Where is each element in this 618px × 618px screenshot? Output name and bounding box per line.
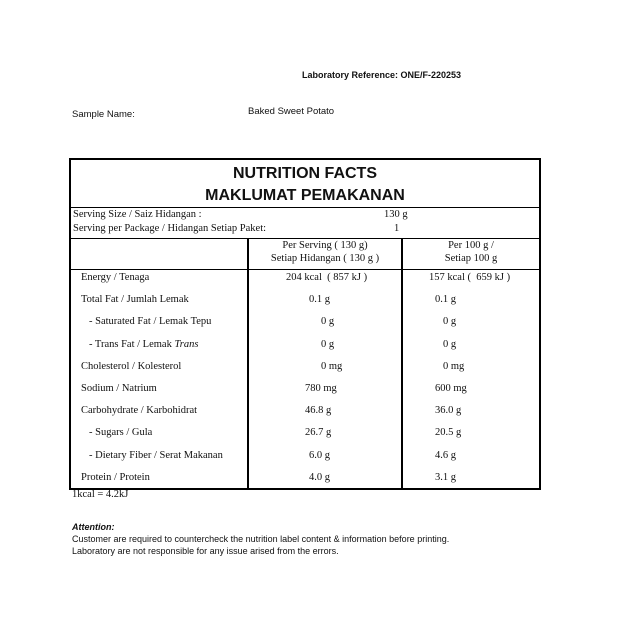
nutrition-table: NUTRITION FACTS MAKLUMAT PEMAKANAN Servi…: [69, 158, 541, 490]
attention-line1: Customer are required to countercheck th…: [72, 534, 450, 544]
per-serving-value: 0.1 g: [309, 294, 330, 306]
per-serving-value: 204 kcal ( 857 kJ ): [286, 272, 368, 283]
per-serving-value: 0 g: [321, 316, 335, 328]
column-divider: [401, 238, 403, 488]
per-100g-value: 0.1 g: [435, 294, 456, 306]
nutrient-name: Energy / Tenaga: [81, 272, 149, 283]
table-row: Cholesterol / Kolesterol 0 mg 0 mg: [71, 361, 539, 383]
title-ms: MAKLUMAT PEMAKANAN: [205, 187, 405, 204]
per-serving-value: 0 g: [321, 338, 335, 350]
per-100g-value: 0 g: [443, 316, 457, 328]
per-100g-value: 157 kcal ( 659 kJ ): [429, 272, 511, 283]
per-serving-value: 26.7 g: [305, 427, 332, 439]
nutrient-name-text: Protein / Protein: [81, 471, 150, 483]
column-headers: Per Serving ( 130 g) Setiap Hidangan ( 1…: [71, 238, 539, 270]
nutrient-name-text: - Dietary Fiber / Serat Makanan: [89, 449, 223, 461]
nutrient-name-text: - Saturated Fat / Lemak Tepu: [89, 316, 212, 328]
table-row: - Sugars / Gula 26.7 g 20.5 g: [71, 427, 539, 449]
serving-pkg: 1: [394, 223, 400, 234]
nutrient-name: Carbohydrate / Karbohidrat: [81, 405, 197, 416]
nutrient-name-text: Energy / Tenaga: [81, 272, 150, 283]
attention-line2: Laboratory are not responsible for any i…: [72, 546, 339, 556]
nutrient-name: Sodium / Natrium: [81, 383, 157, 394]
nutrient-name: - Dietary Fiber / Serat Makanan: [89, 450, 223, 461]
column-divider: [247, 238, 249, 488]
sample-name: Baked Sweet Potato: [248, 106, 335, 117]
serving-info: Serving Size / Saiz Hidangan : 130 g Ser…: [71, 208, 539, 239]
col1-header-line1: Per Serving ( 130 g): [282, 240, 368, 251]
nutrient-name: - Sugars / Gula: [89, 427, 152, 438]
table-title: NUTRITION FACTS MAKLUMAT PEMAKANAN: [71, 160, 539, 208]
col2-header-line1: Per 100 g /: [448, 240, 494, 251]
nutrient-name-text: Sodium / Natrium: [81, 383, 157, 394]
per-100g-value: 4.6 g: [435, 449, 456, 461]
per-serving-value: 4.0 g: [309, 471, 330, 483]
table-row: Protein / Protein 4.0 g 3.1 g: [71, 472, 539, 494]
per-100g-value: 20.5 g: [435, 427, 462, 439]
per-serving-value: 6.0 g: [309, 449, 330, 461]
table-row: - Dietary Fiber / Serat Makanan 6.0 g 4.…: [71, 450, 539, 472]
nutrient-name: Protein / Protein: [81, 472, 150, 483]
serving-size: 130 g: [384, 209, 408, 220]
nutrient-name: - Trans Fat / Lemak Trans: [89, 339, 198, 350]
nutrient-name-italic: Trans: [174, 338, 199, 350]
nutrient-name-text: Total Fat / Jumlah Lemak: [81, 294, 189, 306]
nutrient-name: Cholesterol / Kolesterol: [81, 361, 181, 372]
attention-note: Attention: Customer are required to coun…: [72, 521, 449, 557]
nutrient-name: Total Fat / Jumlah Lemak: [81, 294, 189, 305]
per-100g-value: 0 g: [443, 338, 457, 350]
table-row: Energy / Tenaga 204 kcal ( 857 kJ ) 157 …: [71, 272, 539, 294]
nutrient-name-text: - Sugars / Gula: [89, 427, 153, 439]
table-row: Carbohydrate / Karbohidrat 46.8 g 36.0 g: [71, 405, 539, 427]
table-row: - Trans Fat / Lemak Trans 0 g 0 g: [71, 339, 539, 361]
table-row: Sodium / Natrium 780 mg 600 mg: [71, 383, 539, 405]
serving-pkg-label: Serving per Package / Hidangan Setiap Pa…: [73, 223, 267, 234]
per-100g-value: 3.1 g: [435, 471, 456, 483]
per-serving-value: 46.8 g: [305, 405, 332, 417]
nutrient-name-text: Carbohydrate / Karbohidrat: [81, 405, 198, 417]
per-serving-value: 0 mg: [321, 360, 343, 372]
title-en: NUTRITION FACTS: [233, 165, 377, 182]
nutrient-name: - Saturated Fat / Lemak Tepu: [89, 316, 211, 327]
per-serving-value: 780 mg: [305, 383, 337, 394]
per-100g-value: 600 mg: [435, 383, 467, 394]
col2-header-line2: Setiap 100 g: [444, 253, 498, 264]
col1-header-line2: Setiap Hidangan ( 130 g ): [270, 253, 380, 264]
nutrient-name-text: - Trans Fat / Lemak: [89, 338, 175, 350]
conversion-note: 1kcal = 4.2kJ: [72, 489, 129, 500]
attention-title: Attention:: [72, 522, 115, 532]
table-row: Total Fat / Jumlah Lemak 0.1 g 0.1 g: [71, 294, 539, 316]
table-row: - Saturated Fat / Lemak Tepu 0 g 0 g: [71, 316, 539, 338]
nutrient-name-text: Cholesterol / Kolesterol: [81, 360, 182, 372]
per-100g-value: 36.0 g: [435, 405, 462, 417]
serving-size-label: Serving Size / Saiz Hidangan :: [73, 209, 202, 220]
table-body: Per Serving ( 130 g) Setiap Hidangan ( 1…: [71, 238, 539, 488]
per-100g-value: 0 mg: [443, 360, 465, 372]
lab-reference: Laboratory Reference: ONE/F-220253: [302, 70, 462, 80]
sample-name-label: Sample Name:: [72, 109, 135, 120]
